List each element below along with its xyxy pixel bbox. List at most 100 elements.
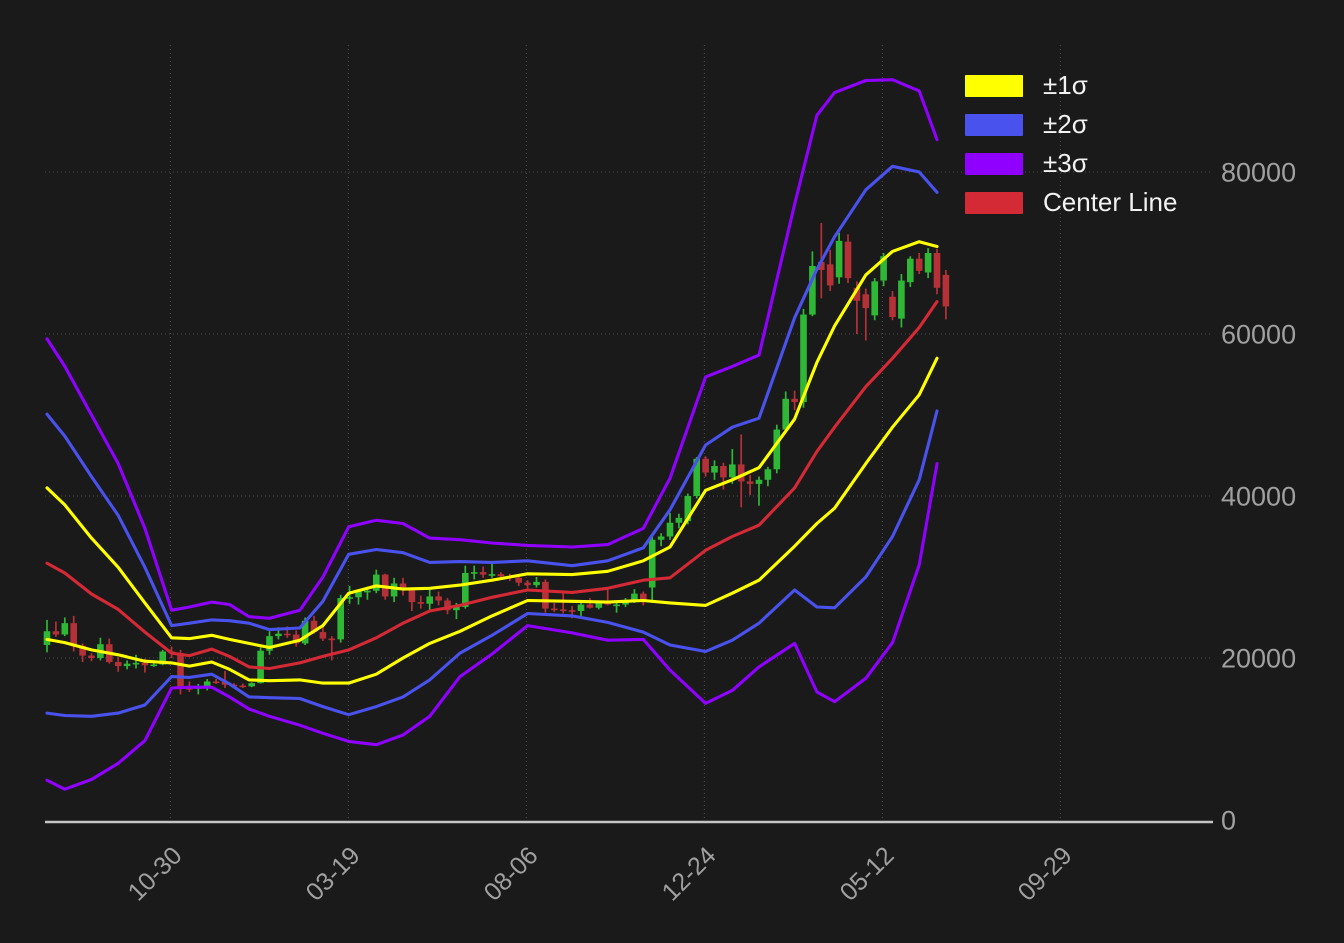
candle-down [417, 602, 425, 604]
candle-up [203, 681, 211, 687]
candle-up [150, 664, 158, 667]
center-line-swatch-icon [965, 191, 1023, 214]
candle-down [844, 241, 852, 279]
candle-up [924, 253, 932, 273]
candle-up [631, 593, 638, 602]
candle-up [364, 590, 371, 593]
legend-item-sigma2: ±2σ [965, 109, 1177, 139]
sigma2-swatch-icon [965, 113, 1023, 136]
y-tick-label: 60000 [1221, 320, 1296, 350]
candle-up [782, 398, 789, 430]
candle-down [551, 608, 558, 611]
candle-down [542, 581, 549, 609]
legend-label-sigma3: ±3σ [1043, 148, 1088, 178]
sigma1-swatch-icon [965, 74, 1023, 97]
y-tick-label: 80000 [1221, 158, 1296, 188]
x-tick-label: 03-19 [301, 841, 366, 906]
y-tick-labels: 0 20000 40000 60000 80000 [1221, 158, 1296, 836]
candle-down [52, 631, 60, 635]
candle-up [666, 522, 674, 537]
candle-down [515, 577, 522, 583]
candle-down [702, 458, 709, 473]
candle-up [470, 572, 478, 574]
legend-item-center-line: Center Line [965, 187, 1178, 217]
candle-up [693, 458, 700, 496]
candle-down [310, 620, 318, 633]
y-tick-label: 40000 [1221, 482, 1296, 512]
candle-up [123, 663, 131, 667]
candle-up [871, 281, 878, 316]
candle-up [337, 598, 344, 640]
candle-up [622, 601, 629, 605]
candle-up [533, 581, 540, 586]
candle-up [800, 314, 807, 403]
candle-down [524, 582, 531, 586]
candle-down [435, 596, 442, 601]
legend-label-center-line: Center Line [1043, 187, 1178, 217]
candle-up [390, 583, 398, 597]
candle-down [853, 287, 861, 301]
candle-down [737, 464, 745, 482]
chart-legend: ±1σ ±2σ ±3σ Center Line [965, 70, 1178, 229]
candle-down [497, 574, 505, 577]
candle-down [141, 662, 149, 666]
candle-down [942, 274, 950, 307]
candle-down [915, 258, 923, 271]
x-tick-labels: 10-30 03-19 08-06 12-24 05-12 09-29 [123, 841, 1078, 906]
candle-up [880, 256, 887, 281]
candle-down [186, 687, 193, 690]
gridlines [45, 45, 1213, 822]
candle-up [729, 464, 736, 478]
candle-up [346, 597, 353, 599]
candle-up [266, 636, 273, 651]
candle-up [577, 604, 585, 612]
candle-up [675, 517, 683, 523]
candle-down [586, 604, 594, 608]
band-lower-2sigma [45, 409, 939, 718]
x-tick-label: 09-29 [1013, 841, 1078, 906]
candle-down [640, 593, 647, 603]
candle-down [720, 466, 727, 478]
y-tick-label: 0 [1221, 806, 1236, 836]
candle-up [755, 479, 763, 484]
candle-down [70, 623, 77, 646]
candle-up [159, 651, 166, 665]
candle-up [711, 466, 718, 473]
candle-up [426, 596, 433, 604]
sigma3-swatch-icon [965, 152, 1023, 175]
candle-up [684, 496, 692, 522]
candle-down [933, 253, 941, 288]
candle-up [248, 683, 255, 687]
candle-down [292, 634, 300, 644]
candle-up [488, 574, 496, 576]
band-lower-1sigma [45, 356, 939, 685]
legend-label-sigma1: ±1σ [1043, 70, 1088, 100]
candle-up [462, 572, 469, 607]
legend-label-sigma2: ±2σ [1043, 109, 1088, 139]
band-upper-1sigma [45, 240, 939, 650]
candle-up [809, 265, 816, 315]
candle-down [862, 294, 870, 309]
candle-down [114, 662, 122, 667]
candle-down [79, 645, 86, 656]
candle-up [275, 633, 282, 637]
candle-down [177, 653, 184, 688]
candle-up [301, 620, 309, 644]
candle-down [826, 264, 834, 286]
candle-down [889, 296, 896, 317]
x-tick-label: 08-06 [479, 841, 544, 906]
x-tick-label: 05-12 [835, 841, 900, 906]
candle-down [319, 632, 327, 639]
candle-up [613, 604, 620, 607]
candle-down [408, 588, 416, 603]
candle-up [657, 536, 665, 540]
band-upper-3sigma [45, 78, 939, 620]
legend-item-sigma1: ±1σ [965, 70, 1177, 100]
candle-up [648, 539, 656, 588]
candle-up [595, 601, 603, 608]
y-tick-label: 20000 [1221, 644, 1296, 674]
candle-down [568, 610, 576, 612]
candle-down [791, 398, 798, 403]
